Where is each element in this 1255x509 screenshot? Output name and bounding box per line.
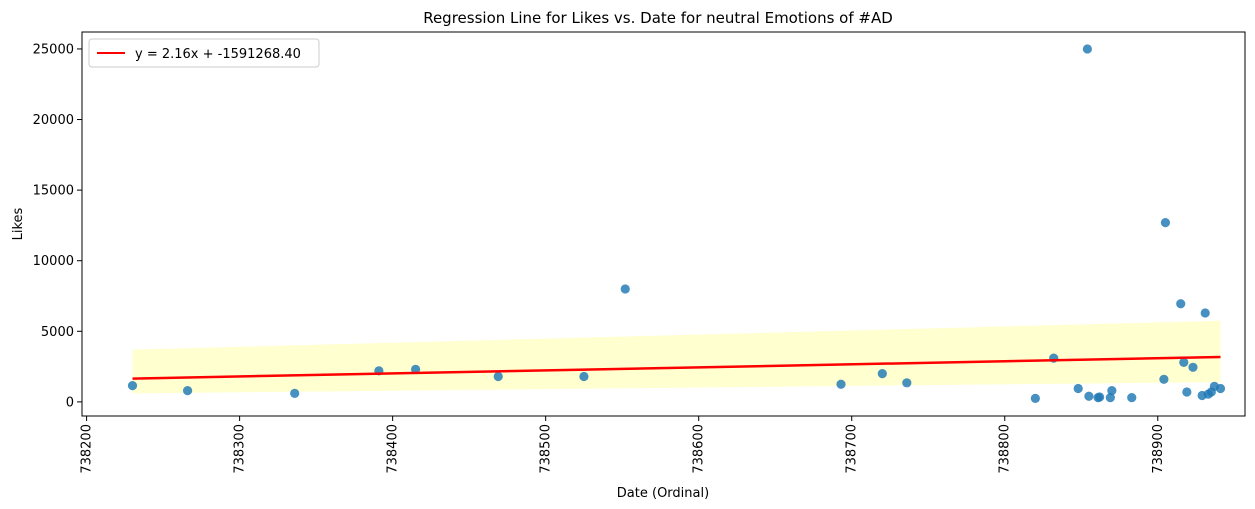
y-axis-ticks: 0 5000 10000 15000 20000 25000: [33, 42, 82, 410]
data-point: [1200, 308, 1210, 318]
confidence-band-layer: [132, 320, 1221, 394]
x-axis-ticks: 738200 738300 738400 738500 738600 738700 7388…: [80, 416, 1166, 474]
data-point: [1160, 217, 1171, 228]
plot-frame: [81, 31, 1246, 417]
x-tick-label: 738800: [998, 424, 1013, 474]
y-tick-label: 20000: [33, 113, 74, 128]
data-point: [902, 378, 912, 388]
legend-box: [88, 38, 320, 68]
y-tick-label: 25000: [33, 42, 74, 57]
x-tick-label: 738500: [539, 424, 554, 474]
data-point: [1179, 357, 1189, 367]
x-tick-label: 738600: [692, 424, 707, 474]
regression-line: [132, 355, 1221, 380]
x-tick-label: 738400: [386, 424, 401, 474]
data-point: [1082, 44, 1092, 54]
data-point: [1127, 393, 1137, 403]
data-point: [877, 369, 887, 379]
data-point: [1107, 385, 1117, 396]
data-point: [1182, 387, 1192, 397]
data-point: [620, 284, 630, 294]
x-axis-label: Date (Ordinal): [617, 486, 709, 501]
data-point: [1215, 383, 1226, 394]
x-tick-label: 738300: [233, 424, 248, 474]
data-point: [1073, 383, 1083, 394]
regression-line-layer: [132, 355, 1221, 380]
data-point: [579, 371, 589, 382]
data-point: [1159, 374, 1169, 384]
data-point: [1105, 393, 1115, 403]
x-tick-label: 738200: [80, 424, 95, 474]
data-point: [493, 371, 503, 382]
legend: y = 2.16x + -1591268.40: [88, 38, 320, 68]
data-point: [1095, 392, 1105, 402]
data-point: [290, 388, 300, 399]
y-tick-label: 0: [66, 395, 74, 410]
y-tick-label: 5000: [41, 325, 74, 340]
y-axis-label: Likes: [11, 207, 26, 240]
legend-entry: y = 2.16x + -1591268.40: [135, 47, 301, 62]
data-point: [1176, 299, 1186, 309]
y-tick-label: 15000: [33, 184, 74, 199]
data-point: [1030, 393, 1040, 403]
data-point: [127, 381, 138, 391]
chart-title: Regression Line for Likes vs. Date for n…: [423, 9, 893, 27]
data-point: [182, 385, 193, 396]
confidence-band: [132, 320, 1221, 394]
x-tick-label: 738900: [1151, 424, 1166, 474]
data-point: [836, 379, 846, 389]
data-point: [1084, 391, 1094, 401]
data-point: [1188, 362, 1198, 372]
x-tick-label: 738700: [845, 424, 860, 474]
y-tick-label: 10000: [33, 254, 74, 269]
